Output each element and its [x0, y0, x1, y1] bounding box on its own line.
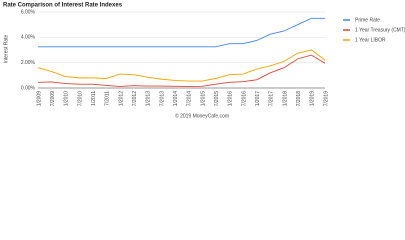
x-tick-label: 7/2014: [187, 91, 193, 107]
x-tick-label: 7/2017: [269, 91, 275, 107]
x-tick-label: 1/2017: [255, 91, 261, 107]
legend-label: 1 Year LIBOR: [355, 37, 386, 43]
x-tick-label: 7/2009: [50, 91, 56, 107]
x-tick-label: 1/2010: [64, 91, 70, 107]
x-tick-label: 1/2012: [118, 91, 124, 107]
x-tick-label: 7/2018: [296, 91, 302, 107]
x-tick-label: 1/2016: [228, 91, 234, 107]
y-tick-label: 4.00%: [21, 35, 36, 41]
series-line: [37, 54, 326, 87]
x-tick-label: 7/2016: [241, 91, 247, 107]
x-tick-label: 1/2014: [173, 91, 179, 107]
series-line: [38, 17, 325, 48]
x-tick-label: 7/2012: [132, 91, 138, 107]
x-tick-label: 1/2009: [36, 91, 42, 107]
x-tick-label: 7/2010: [77, 91, 83, 107]
y-tick-label: 6.00%: [21, 9, 36, 15]
y-tick-label: 0.00%: [21, 85, 36, 91]
y-axis-label: Interest Rate: [3, 34, 9, 63]
x-tick-label: 7/2015: [214, 91, 220, 107]
x-tick-label: 1/2018: [282, 91, 288, 107]
x-tick-label: 7/2019: [323, 91, 329, 107]
footer: © 2019 MoneyCafe.com: [175, 112, 229, 119]
x-tick-label: 7/2013: [159, 91, 165, 107]
x-tick-label: 7/2011: [105, 91, 111, 106]
x-tick-label: 1/2013: [146, 91, 152, 107]
chart: Rate Comparison of Interest Rate Indexes…: [3, 3, 405, 120]
x-tick-label: 1/2019: [310, 91, 316, 107]
series-line: [37, 49, 326, 82]
chart-title: Rate Comparison of Interest Rate Indexes: [3, 3, 123, 9]
y-tick-label: 2.00%: [21, 60, 36, 66]
x-tick-label: 1/2011: [91, 91, 97, 106]
legend-label: 1 Year Treasury (CMT): [355, 27, 405, 33]
x-tick-label: 1/2015: [200, 91, 206, 107]
page: Rate Comparison of Interest Rate Indexes…: [3, 2, 405, 120]
legend-label: Prime Rate: [355, 17, 380, 23]
